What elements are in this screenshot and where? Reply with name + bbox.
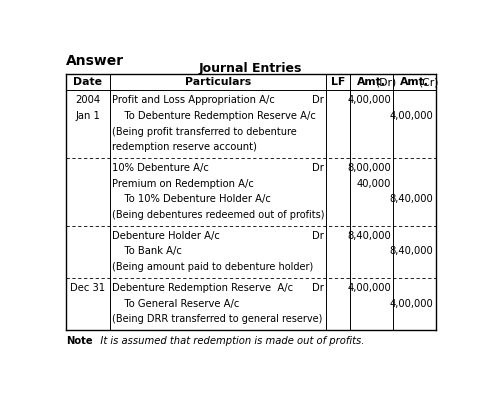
Text: Dec 31: Dec 31	[70, 283, 105, 293]
Text: Amt.: Amt.	[356, 77, 385, 87]
Text: redemption reserve account): redemption reserve account)	[112, 142, 256, 152]
Text: Dr: Dr	[312, 163, 324, 173]
Text: To Debenture Redemption Reserve A/c: To Debenture Redemption Reserve A/c	[112, 111, 315, 121]
Text: 8,00,000: 8,00,000	[346, 163, 390, 173]
Text: 40,000: 40,000	[356, 179, 390, 189]
Text: Answer: Answer	[65, 54, 123, 68]
Text: 4,00,000: 4,00,000	[389, 111, 432, 121]
Text: It is assumed that redemption is made out of profits.: It is assumed that redemption is made ou…	[91, 336, 364, 346]
Text: To General Reserve A/c: To General Reserve A/c	[112, 299, 239, 309]
Text: 8,40,000: 8,40,000	[389, 194, 432, 204]
Text: To 10% Debenture Holder A/c: To 10% Debenture Holder A/c	[112, 194, 270, 204]
Text: Particulars: Particulars	[184, 77, 251, 87]
Text: Note: Note	[65, 336, 92, 346]
Text: (Being amount paid to debenture holder): (Being amount paid to debenture holder)	[112, 262, 312, 272]
Text: (Being debentures redeemed out of profits): (Being debentures redeemed out of profit…	[112, 210, 324, 220]
Text: (Cr): (Cr)	[418, 77, 438, 87]
Text: 10% Debenture A/c: 10% Debenture A/c	[112, 163, 208, 173]
Text: Date: Date	[73, 77, 102, 87]
Text: Premium on Redemption A/c: Premium on Redemption A/c	[112, 179, 253, 189]
Text: Amt.: Amt.	[399, 77, 428, 87]
Text: LF: LF	[330, 77, 345, 87]
Text: 4,00,000: 4,00,000	[346, 283, 390, 293]
Text: (Dr): (Dr)	[374, 77, 396, 87]
Text: Journal Entries: Journal Entries	[199, 62, 302, 75]
Text: Debenture Holder A/c: Debenture Holder A/c	[112, 231, 219, 241]
Text: To Bank A/c: To Bank A/c	[112, 247, 182, 256]
Text: 4,00,000: 4,00,000	[346, 95, 390, 105]
Text: Debenture Redemption Reserve  A/c: Debenture Redemption Reserve A/c	[112, 283, 292, 293]
Text: (Being DRR transferred to general reserve): (Being DRR transferred to general reserv…	[112, 314, 322, 324]
Text: 8,40,000: 8,40,000	[389, 247, 432, 256]
Text: Dr: Dr	[312, 95, 324, 105]
Text: 4,00,000: 4,00,000	[389, 299, 432, 309]
Text: 2004: 2004	[75, 95, 100, 105]
Text: Dr: Dr	[312, 231, 324, 241]
Text: Jan 1: Jan 1	[75, 111, 100, 121]
Text: Dr: Dr	[312, 283, 324, 293]
Text: (Being profit transferred to debenture: (Being profit transferred to debenture	[112, 126, 296, 137]
Text: 8,40,000: 8,40,000	[346, 231, 390, 241]
Text: Profit and Loss Appropriation A/c: Profit and Loss Appropriation A/c	[112, 95, 274, 105]
